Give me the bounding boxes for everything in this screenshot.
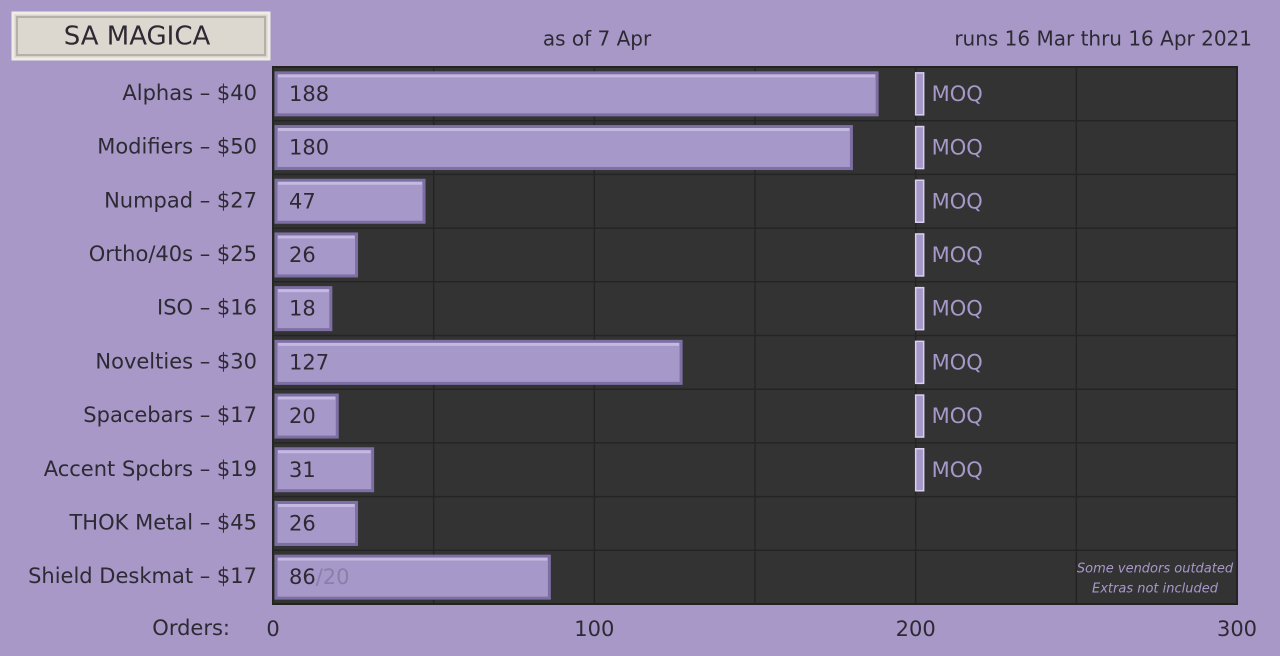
chart-title: SA MAGICA [64, 22, 211, 52]
title-box-inner [16, 16, 266, 56]
y-tick-label: ISO – $16 [157, 296, 257, 320]
subtitle: as of 7 Apr [543, 27, 652, 51]
date-range: runs 16 Mar thru 16 Apr 2021 [954, 27, 1252, 51]
moq-label: MOQ [932, 82, 983, 106]
x-tick-label: 300 [1217, 617, 1257, 641]
y-tick-label: Spacebars – $17 [83, 403, 257, 427]
y-tick-label: Shield Deskmat – $17 [28, 564, 257, 588]
bar [274, 71, 879, 117]
value-label: 26 [289, 243, 316, 267]
bar [274, 286, 333, 332]
y-tick-label: THOK Metal – $45 [68, 510, 257, 534]
moq-label: MOQ [932, 136, 983, 160]
value-label: 26 [289, 511, 316, 535]
value-label: 188 [289, 82, 329, 106]
note: Some vendors outdated [1077, 562, 1234, 577]
y-tick-label: Novelties – $30 [95, 349, 257, 373]
y-tick-label: Numpad – $27 [104, 188, 257, 212]
bar [274, 500, 359, 546]
bar [274, 393, 339, 439]
x-axis-label: Orders: [152, 616, 230, 640]
bar [274, 232, 359, 278]
value-label: 47 [289, 189, 316, 213]
moq-marker [914, 125, 925, 170]
bar [274, 554, 551, 600]
value-label: 86 [289, 565, 316, 589]
x-tick-label: 100 [574, 617, 614, 641]
value-label: 20 [289, 404, 316, 428]
moq-marker [914, 286, 925, 331]
bar [274, 339, 683, 385]
y-tick-label: Ortho/40s – $25 [89, 242, 257, 266]
y-tick-label: Modifiers – $50 [97, 135, 257, 159]
moq-marker [914, 340, 925, 385]
y-tick-label: Alphas – $40 [122, 81, 257, 105]
moq-marker [914, 448, 925, 492]
moq-marker [914, 394, 925, 438]
value-label: 180 [289, 136, 329, 160]
value-suffix: /20 [316, 565, 350, 589]
moq-label: MOQ [932, 350, 983, 374]
x-tick-label: 0 [266, 617, 279, 641]
moq-label: MOQ [932, 458, 983, 482]
moq-marker [914, 233, 925, 277]
x-tick-label: 200 [896, 617, 936, 641]
value-label: 127 [289, 350, 329, 374]
bar [274, 125, 853, 171]
bar [274, 178, 426, 224]
y-tick-label: Accent Spcbrs – $19 [44, 457, 257, 481]
bar [274, 447, 375, 493]
moq-label: MOQ [932, 297, 983, 321]
moq-label: MOQ [932, 243, 983, 267]
value-label: 18 [289, 297, 316, 321]
moq-label: MOQ [932, 404, 983, 428]
moq-label: MOQ [932, 189, 983, 213]
moq-marker [914, 179, 925, 223]
note: Extras not included [1092, 582, 1219, 597]
value-label: 31 [289, 458, 316, 482]
moq-marker [914, 72, 925, 116]
